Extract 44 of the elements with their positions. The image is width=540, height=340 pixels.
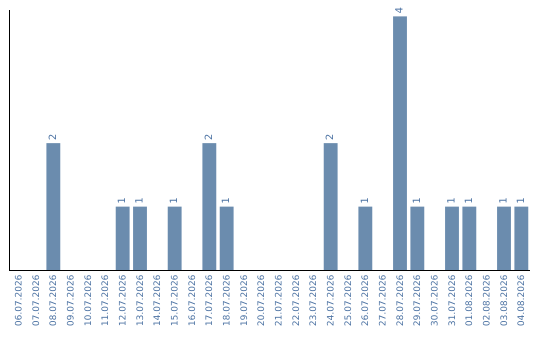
x-tick-label: 11.07.2026 [101,274,112,326]
x-tick-label: 04.08.2026 [517,274,528,326]
data-label: 1 [498,197,510,204]
x-tick-label: 26.07.2026 [361,274,372,326]
data-label: 2 [48,134,59,140]
x-tick-label: 31.07.2026 [448,274,458,326]
x-tick-label: 06.07.2026 [14,274,25,326]
x-tick-label: 29.07.2026 [413,274,424,326]
x-tick-label: 21.07.2026 [274,274,285,326]
data-label: 2 [325,134,336,140]
x-tick-label: 09.07.2026 [66,274,77,326]
data-label: 1 [516,197,527,204]
x-tick-label: 01.08.2026 [465,274,476,326]
data-label: 1 [412,197,423,204]
data-label: 2 [204,134,215,140]
x-tick-label: 14.07.2026 [153,274,164,326]
x-tick-label: 07.07.2026 [32,274,42,326]
x-tick-label: 27.07.2026 [378,274,389,326]
x-tick-label: 22.07.2026 [292,274,302,326]
data-label: 1 [117,197,128,204]
x-tick-label: 15.07.2026 [170,274,181,326]
x-tick-label: 12.07.2026 [118,274,129,326]
data-label: 1 [446,197,458,204]
data-label: 1 [169,197,180,204]
x-tick-label: 16.07.2026 [188,274,198,326]
x-tick-label: 30.07.2026 [430,274,441,326]
x-tick-label: 28.07.2026 [396,274,406,326]
x-tick-label: 20.07.2026 [257,274,268,326]
x-tick-label: 03.08.2026 [500,274,510,326]
x-tick-label: 18.07.2026 [222,274,233,326]
data-label: 4 [394,6,406,14]
x-tick-label: 25.07.2026 [344,274,354,326]
x-tick-label: 17.07.2026 [205,274,216,326]
x-tick-label: 02.08.2026 [482,274,493,326]
x-tick-label: 19.07.2026 [240,274,250,326]
x-tick-label: 10.07.2026 [84,274,94,326]
data-label: 1 [464,197,475,204]
x-tick-label: 24.07.2026 [326,274,337,326]
data-label: 1 [134,197,146,204]
data-label: 1 [360,197,371,204]
x-tick-label: 13.07.2026 [136,274,146,326]
x-tick-label: 23.07.2026 [309,274,320,326]
data-label: 1 [221,197,232,204]
x-tick-label: 08.07.2026 [49,274,60,326]
